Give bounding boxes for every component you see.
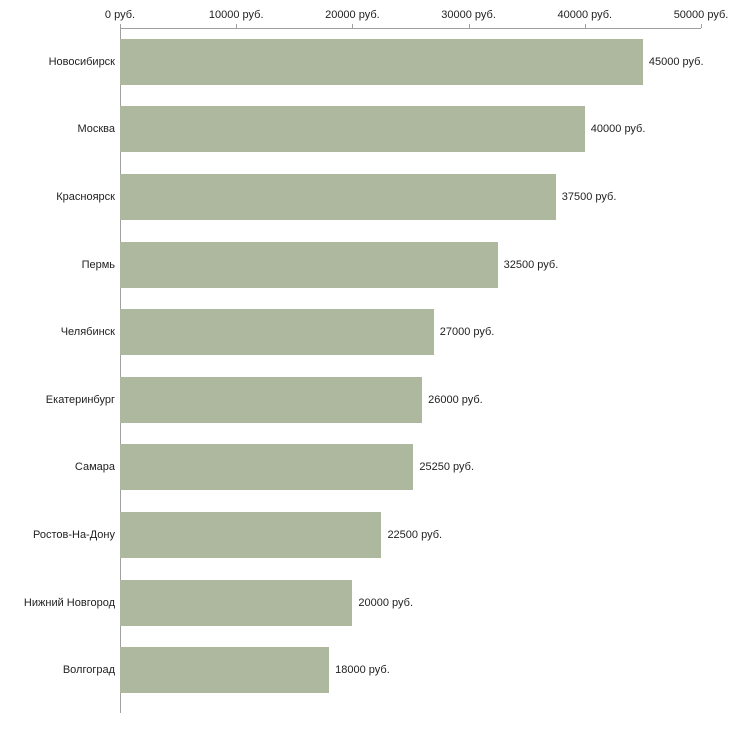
value-label: 37500 руб.: [561, 190, 617, 203]
value-label: 45000 руб.: [648, 55, 704, 68]
bar-row: Красноярск 37500 руб.: [0, 163, 730, 231]
x-axis-tick-label: 20000 руб.: [325, 9, 380, 21]
category-label: Волгоград: [62, 664, 115, 677]
category-label: Екатеринбург: [45, 393, 115, 406]
category-label: Москва: [77, 123, 115, 136]
x-axis-tick-mark: [701, 24, 702, 28]
y-axis-line: [120, 28, 121, 713]
x-axis-tick-mark: [352, 24, 354, 28]
bar: [120, 647, 330, 694]
value-label: 25250 руб.: [419, 461, 475, 474]
bar: [120, 241, 498, 288]
x-axis-line: [120, 28, 701, 29]
bar: [120, 376, 423, 423]
value-label: 18000 руб.: [335, 664, 390, 677]
value-label: 32500 руб.: [503, 258, 559, 271]
x-axis-tick-mark: [584, 24, 586, 28]
bar: [120, 106, 585, 153]
x-axis-tick-label: 50000 руб.: [673, 9, 729, 21]
bar: [120, 444, 414, 491]
x-axis-tick-label: 40000 руб.: [557, 9, 613, 21]
bar-row: Нижний Новгород 20000 руб.: [0, 569, 730, 637]
x-axis-tick-labels: 0 руб. 10000 руб. 20000 руб. 30000 руб. 4000…: [105, 9, 728, 23]
category-label: Нижний Новгород: [23, 596, 115, 609]
category-label: Самара: [74, 461, 115, 474]
category-label: Пермь: [81, 258, 115, 271]
x-axis-tick-mark: [236, 24, 238, 28]
bar-row: Челябинск 27000 руб.: [0, 298, 730, 366]
category-label: Ростов-На-Дону: [32, 528, 115, 541]
bar-row: Москва 40000 руб.: [0, 96, 730, 164]
value-label: 22500 руб.: [387, 528, 443, 541]
bar: [120, 511, 382, 558]
x-axis-tick-mark: [468, 24, 470, 28]
x-axis-tick-marks: [120, 24, 702, 28]
bar: [120, 38, 643, 85]
x-axis-tick-label: 0 руб.: [104, 9, 136, 21]
category-label: Новосибирск: [48, 55, 115, 68]
value-label: 20000 руб.: [358, 596, 414, 609]
bar-row: Волгоград 18000 руб.: [0, 636, 730, 704]
bar-row: Ростов-На-Дону 22500 руб.: [0, 501, 730, 569]
bar-row: Пермь 32500 руб.: [0, 231, 730, 299]
bar-rows: Новосибирск 45000 руб. Москва 40000 руб. Кра…: [0, 28, 730, 704]
x-axis-tick-label: 10000 руб.: [208, 9, 264, 21]
bar: [120, 309, 434, 356]
x-axis-tick-label: 30000 руб.: [441, 9, 496, 21]
bar: [120, 579, 353, 626]
category-label: Красноярск: [56, 190, 115, 203]
value-label: 27000 руб.: [439, 326, 495, 339]
category-label: Челябинск: [60, 326, 115, 339]
value-label: 40000 руб.: [590, 123, 646, 136]
x-axis-tick-mark: [120, 24, 121, 28]
bar-row: Екатеринбург 26000 руб.: [0, 366, 730, 434]
value-label: 26000 руб.: [428, 393, 483, 406]
bar: [120, 173, 556, 220]
bar-row: Новосибирск 45000 руб.: [0, 28, 730, 96]
bar-row: Самара 25250 руб.: [0, 434, 730, 502]
